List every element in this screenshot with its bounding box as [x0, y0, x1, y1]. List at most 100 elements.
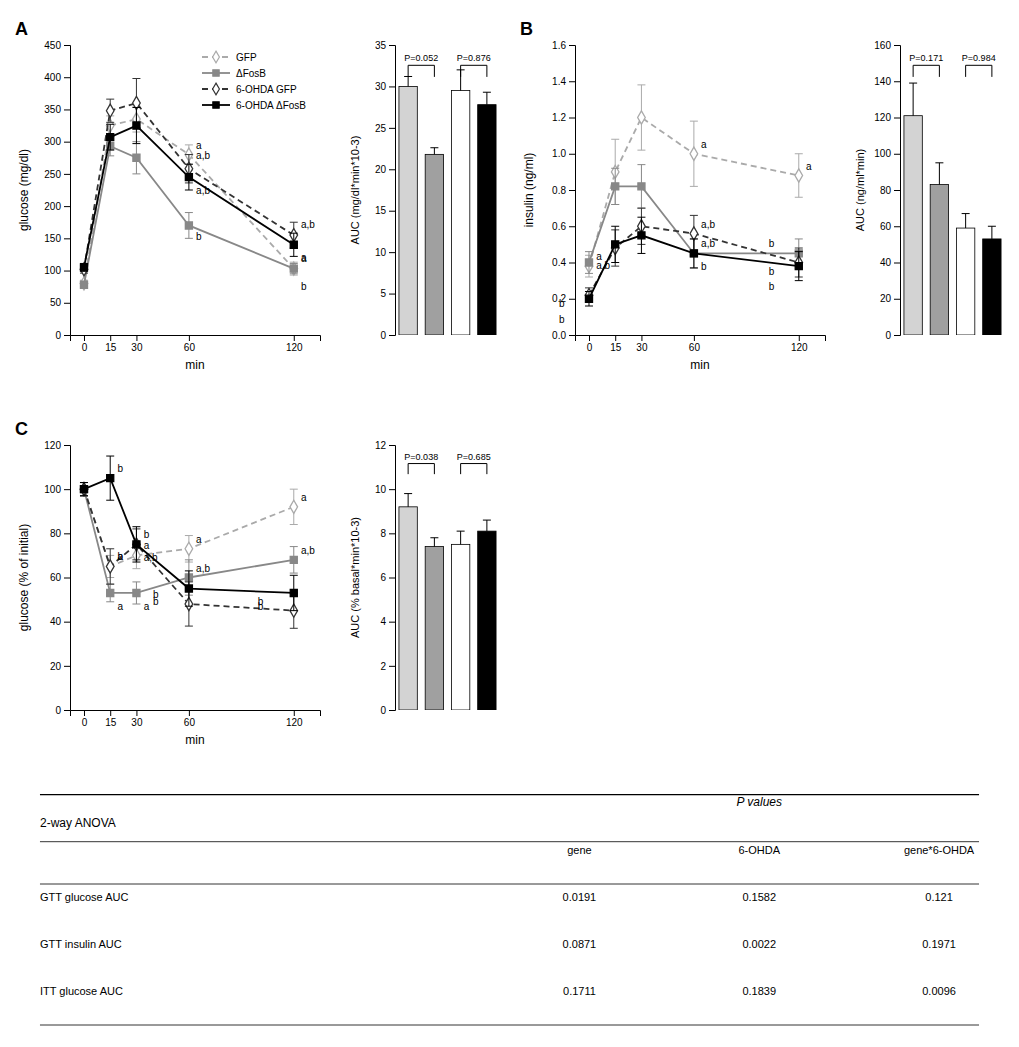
tick-mark — [389, 86, 395, 87]
tick-label: 0 — [55, 705, 61, 716]
error-bar — [483, 520, 491, 531]
y-axis: 0.00.20.40.60.81.01.21.41.6 — [552, 40, 575, 341]
tick: 25 — [375, 123, 395, 134]
significance-bracket — [408, 464, 434, 475]
tick-label: 30 — [131, 717, 143, 728]
panel-title: C — [15, 419, 28, 439]
error-bar — [483, 92, 491, 104]
tick-mark — [189, 335, 190, 341]
error-bar — [690, 121, 698, 186]
annotation: P=0.685 — [457, 452, 491, 462]
annotation: b — [559, 298, 565, 309]
error-bar — [988, 226, 996, 239]
tick-mark — [110, 710, 111, 716]
axis-line — [389, 46, 396, 336]
tick: 60 — [50, 572, 70, 583]
axis-line — [894, 46, 901, 336]
table-row-label: GTT glucose AUC — [40, 891, 128, 903]
tick-label: 0 — [380, 330, 386, 341]
annotation: a — [196, 534, 202, 545]
tick-mark — [641, 335, 642, 341]
tick: 0.4 — [552, 257, 575, 268]
tick: 100 — [44, 265, 70, 276]
tick-label: 10 — [375, 484, 387, 495]
error-bar — [132, 142, 140, 174]
tick: 100 — [874, 148, 900, 159]
tick: 4 — [380, 616, 395, 627]
tick: 120 — [791, 335, 808, 353]
error-bar — [962, 214, 970, 229]
tick-label: 80 — [50, 528, 62, 539]
series-line — [589, 186, 799, 262]
series — [585, 85, 803, 277]
tick-label: 15 — [375, 205, 387, 216]
tick-mark — [569, 226, 575, 227]
tick: 30 — [131, 710, 143, 728]
tick: 0.0 — [552, 330, 575, 341]
y-axis-title: insulin (ng/ml) — [522, 153, 536, 228]
annotation: a — [301, 252, 307, 263]
tick-mark — [389, 666, 395, 667]
tick: 1.6 — [552, 40, 575, 51]
annotation: a,b — [196, 150, 210, 161]
table: 2-way ANOVAP valuesgene6-OHDAgene*6-OHDA… — [40, 795, 979, 1025]
error-bar — [404, 76, 412, 86]
axis-line — [71, 711, 321, 717]
series — [80, 106, 298, 290]
tick: 450 — [44, 40, 70, 51]
tick: 15 — [375, 205, 395, 216]
error-bar — [795, 252, 803, 281]
y-axis-title: glucose (mg/dl) — [17, 149, 31, 231]
tick-mark — [799, 335, 800, 341]
legend-label: ΔFosB — [236, 68, 266, 79]
tick-mark — [894, 263, 900, 264]
plot-area — [904, 83, 1001, 335]
tick: 35 — [375, 40, 395, 51]
error-bar — [106, 549, 114, 584]
table-row-label: GTT insulin AUC — [40, 938, 122, 950]
tick-label: 60 — [184, 717, 196, 728]
x-axis: 0153060120 — [71, 335, 321, 353]
annotation: a,b — [301, 219, 315, 230]
marker — [690, 147, 698, 160]
marker — [133, 154, 140, 161]
annotation: b — [258, 601, 264, 612]
tick-label: 50 — [50, 297, 62, 308]
tick: 40 — [880, 257, 900, 268]
error-bar — [185, 213, 193, 239]
error-bar — [637, 85, 645, 150]
axis-line — [64, 446, 71, 711]
bar — [956, 228, 974, 335]
tick-mark — [894, 190, 900, 191]
tick: 10 — [375, 247, 395, 258]
tick-label: 1.0 — [552, 148, 566, 159]
bar — [478, 105, 496, 335]
series — [585, 217, 803, 306]
tick-mark — [64, 303, 70, 304]
error-bar — [185, 571, 193, 606]
axis-line — [569, 46, 576, 336]
bar — [425, 154, 443, 335]
plot-area — [399, 70, 496, 335]
tick-mark — [64, 578, 70, 579]
tick-mark — [64, 174, 70, 175]
x-axis-title: min — [185, 358, 204, 372]
tick-mark — [694, 335, 695, 341]
tick-mark — [389, 710, 395, 711]
tick-mark — [64, 666, 70, 667]
tick: 8 — [380, 528, 395, 539]
series — [80, 483, 298, 604]
tick-mark — [894, 118, 900, 119]
marker — [612, 183, 619, 190]
tick-label: 0 — [885, 330, 891, 341]
marker — [80, 264, 87, 271]
series-line — [84, 119, 294, 283]
annotation: b — [196, 231, 202, 242]
annotation: a,b — [196, 185, 210, 196]
tick-label: 20 — [50, 661, 62, 672]
tick-mark — [64, 489, 70, 490]
tick-label: 80 — [880, 185, 892, 196]
marker — [795, 169, 803, 182]
tick-mark — [894, 299, 900, 300]
tick-label: 30 — [131, 342, 143, 353]
